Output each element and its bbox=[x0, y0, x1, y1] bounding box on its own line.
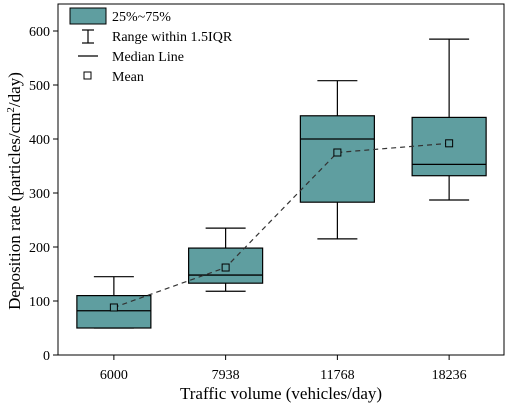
y-axis-title-suffix: /day) bbox=[5, 72, 24, 107]
y-tick-label: 500 bbox=[29, 79, 50, 94]
legend-range-swatch bbox=[82, 29, 94, 44]
mean-marker bbox=[445, 139, 454, 148]
legend: 25%~75% Range within 1.5IQR Median Line … bbox=[69, 7, 233, 85]
y-tick-label: 200 bbox=[29, 241, 50, 256]
mean-marker bbox=[221, 263, 230, 272]
x-tick-label: 18236 bbox=[432, 368, 467, 383]
mean-marker bbox=[333, 148, 342, 157]
x-tick-label: 11768 bbox=[320, 368, 354, 383]
plot-frame bbox=[57, 3, 505, 356]
legend-range-label: Range within 1.5IQR bbox=[112, 30, 233, 45]
y-axis-title-prefix: Deposition rate (particles/cm bbox=[5, 113, 24, 310]
x-tick-label: 6000 bbox=[100, 368, 128, 383]
box-18236 bbox=[411, 38, 487, 201]
box-11768 bbox=[299, 80, 375, 240]
mean-marker bbox=[109, 303, 118, 312]
legend-mean-swatch bbox=[83, 71, 92, 80]
iqr-box bbox=[299, 115, 375, 203]
plot-area bbox=[76, 38, 487, 329]
mean-line bbox=[113, 142, 450, 309]
axes: 0 100 200 300 400 500 600 6000 7938 11768 18236 bbox=[29, 3, 505, 383]
y-axis-title-superscript: 2 bbox=[5, 107, 17, 113]
x-tick-label: 7938 bbox=[212, 368, 240, 383]
legend-mean-label: Mean bbox=[112, 70, 144, 85]
box-7938 bbox=[188, 227, 264, 292]
y-tick-label: 300 bbox=[29, 187, 50, 202]
box-6000 bbox=[76, 276, 152, 329]
iqr-box bbox=[76, 295, 152, 329]
y-tick-label: 0 bbox=[43, 349, 50, 364]
x-axis-title: Traffic volume (vehicles/day) bbox=[180, 384, 382, 403]
y-axis-title: Deposition rate (particles/cm2/day) bbox=[5, 72, 24, 310]
legend-box-label: 25%~75% bbox=[112, 10, 171, 25]
y-tick-label: 100 bbox=[29, 295, 50, 310]
legend-median-label: Median Line bbox=[112, 50, 184, 65]
y-tick-label: 600 bbox=[29, 25, 50, 40]
legend-box-swatch bbox=[69, 7, 107, 25]
y-tick-label: 400 bbox=[29, 133, 50, 148]
